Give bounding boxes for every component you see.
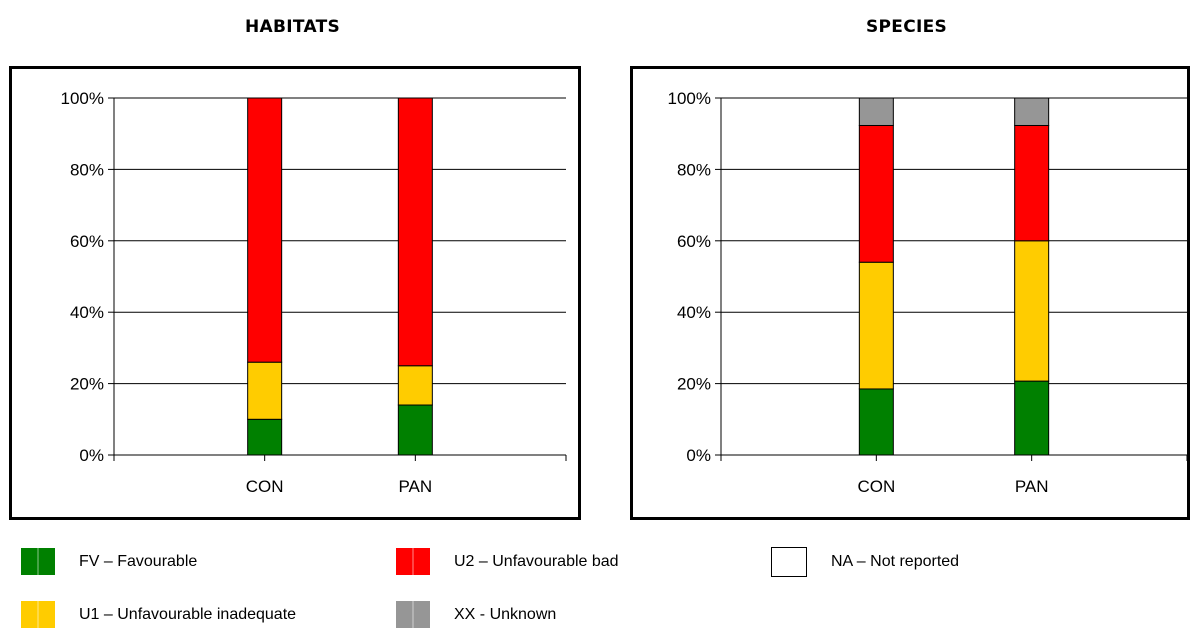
species-bar-pan-xx [1014, 97, 1050, 126]
species-y-tick-label: 20% [677, 375, 711, 394]
legend-swatch-na [771, 547, 807, 577]
habitats-chart-title: HABITATS [245, 17, 341, 37]
species-y-tick-label: 0% [686, 446, 711, 465]
legend-swatch-u2 [396, 548, 430, 575]
species-x-tick-label-pan: PAN [1015, 477, 1049, 496]
species-chart-title: SPECIES [866, 17, 948, 37]
species-bar-pan-u1 [1014, 240, 1050, 382]
species-y-tick-label: 80% [677, 160, 711, 179]
habitats-x-tick-label-con: CON [246, 477, 284, 496]
legend-item-u2: U2 – Unfavourable bad [396, 548, 619, 575]
habitats-bar-con-u1 [247, 361, 283, 420]
legend-item-u1: U1 – Unfavourable inadequate [21, 601, 296, 628]
legend-label-fv: FV – Favourable [79, 552, 198, 570]
legend-label-xx: XX - Unknown [454, 605, 557, 623]
legend-swatch-fv [21, 548, 55, 575]
species-y-tick-label: 60% [677, 232, 711, 251]
habitats-chart-panel: 0% 20% 40% 60% 80% 100% CON PAN [9, 66, 581, 520]
legend-swatch-xx [396, 601, 430, 628]
species-bar-con-fv [858, 388, 894, 456]
legend-swatch-u1 [21, 601, 55, 628]
habitats-y-tick-label: 100% [61, 89, 104, 108]
legend-item-fv: FV – Favourable [21, 548, 197, 575]
habitats-y-tick-label: 20% [70, 375, 104, 394]
species-bar-pan-fv [1014, 380, 1050, 456]
species-bar-con-u1 [858, 261, 894, 390]
species-y-tick-label: 100% [668, 89, 711, 108]
habitats-bar-pan-u2 [397, 97, 433, 367]
species-chart-panel: 0% 20% 40% 60% 80% 100% CON PAN [630, 66, 1190, 520]
habitats-bar-con-u2 [247, 97, 283, 363]
species-bar-pan-u2 [1014, 124, 1050, 242]
habitats-bar-pan-fv [397, 404, 433, 456]
habitats-bar-con-fv [247, 418, 283, 456]
species-y-tick-label: 40% [677, 303, 711, 322]
species-x-tick-label-con: CON [857, 477, 895, 496]
species-chart: 0% 20% 40% 60% 80% 100% CON PAN [668, 89, 1187, 496]
legend-item-xx: XX - Unknown [396, 601, 556, 628]
habitats-chart: 0% 20% 40% 60% 80% 100% CON PAN [61, 89, 567, 496]
habitats-y-tick-label: 0% [79, 446, 104, 465]
legend-label-u2: U2 – Unfavourable bad [454, 552, 619, 570]
legend-label-na: NA – Not reported [831, 553, 960, 570]
species-bar-con-xx [858, 97, 894, 126]
habitats-x-tick-label-pan: PAN [398, 477, 432, 496]
legend-item-na: NA – Not reported [771, 547, 959, 577]
habitats-y-tick-label: 40% [70, 303, 104, 322]
habitats-y-tick-label: 80% [70, 160, 104, 179]
legend-label-u1: U1 – Unfavourable inadequate [79, 605, 297, 623]
habitats-y-tick-label: 60% [70, 232, 104, 251]
habitats-bar-pan-u1 [397, 365, 433, 406]
species-bar-con-u2 [858, 124, 894, 263]
